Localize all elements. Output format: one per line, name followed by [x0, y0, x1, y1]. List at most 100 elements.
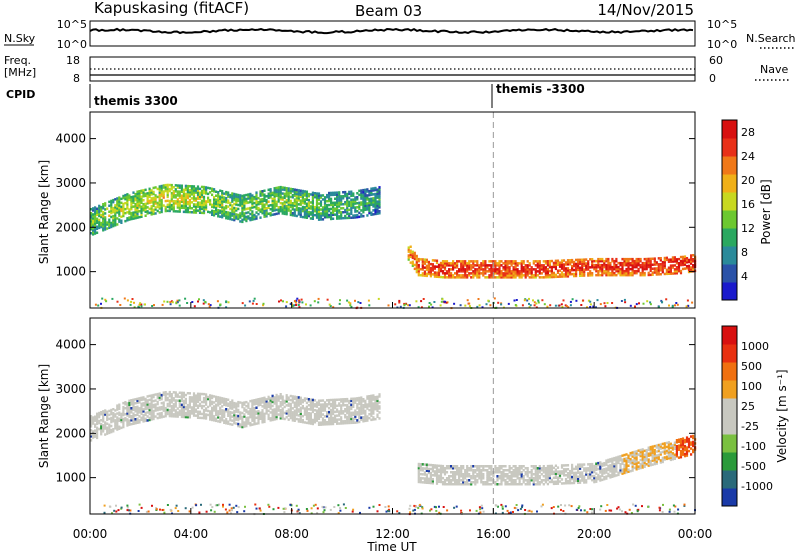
scatter-cell-band1 — [636, 450, 638, 453]
scatter-cell-band1 — [474, 465, 476, 468]
scatter-cell-band1 — [617, 262, 619, 265]
scatter-cell-band0 — [348, 400, 350, 403]
near-range-cell — [310, 304, 312, 306]
scatter-cell-band1 — [559, 273, 561, 276]
scatter-cell-band0 — [134, 203, 136, 206]
scatter-cell-band0 — [370, 395, 372, 398]
scatter-cell-band1 — [567, 464, 569, 467]
scatter-cell-band0 — [320, 194, 322, 197]
scatter-cell-band0 — [241, 402, 243, 405]
scatter-cell-band0 — [173, 413, 175, 416]
scatter-cell-band0 — [356, 196, 358, 199]
scatter-cell-band0 — [96, 427, 98, 430]
scatter-cell-band0 — [130, 399, 132, 402]
near-range-cell — [130, 304, 132, 306]
scatter-cell-band0 — [134, 193, 136, 196]
scatter-cell-band0 — [191, 406, 193, 409]
scatter-cell-band1 — [575, 472, 577, 475]
scatter-cell-band0 — [368, 409, 370, 412]
near-range-cell — [219, 304, 221, 306]
scatter-cell-band0 — [336, 191, 338, 194]
scatter-cell-band1 — [587, 463, 589, 466]
scatter-cell-band1 — [571, 464, 573, 467]
scatter-cell-band0 — [300, 407, 302, 410]
scatter-cell-band1 — [541, 276, 543, 279]
scatter-cell-band1 — [488, 471, 490, 474]
power-colorbar-label: Power [dB] — [759, 179, 773, 244]
scatter-cell-band0 — [330, 399, 332, 402]
scatter-cell-band1 — [573, 261, 575, 264]
scatter-cell-band1 — [533, 268, 535, 271]
scatter-cell-band0 — [138, 415, 140, 418]
scatter-cell-band0 — [358, 190, 360, 193]
scatter-cell-band1 — [430, 468, 432, 471]
scatter-cell-band0 — [322, 198, 324, 201]
scatter-cell-band1 — [640, 272, 642, 275]
scatter-cell-band1 — [496, 475, 498, 478]
scatter-cell-band0 — [314, 192, 316, 195]
scatter-cell-band0 — [247, 193, 249, 196]
scatter-cell-band0 — [114, 204, 116, 207]
scatter-cell-band1 — [561, 478, 563, 481]
scatter-cell-band1 — [656, 261, 658, 264]
scatter-cell-band1 — [410, 250, 412, 253]
scatter-cell-band1 — [559, 269, 561, 272]
scatter-cell-band1 — [502, 465, 504, 468]
scatter-cell-band1 — [569, 259, 571, 262]
scatter-cell-band1 — [523, 266, 525, 269]
scatter-cell-band1 — [587, 467, 589, 470]
scatter-cell-band0 — [215, 191, 217, 194]
scatter-cell-band1 — [424, 266, 426, 269]
scatter-cell-band0 — [356, 403, 358, 406]
scatter-cell-band1 — [559, 480, 561, 483]
near-range-cell — [228, 301, 230, 303]
scatter-cell-band0 — [259, 398, 261, 401]
scatter-cell-band0 — [211, 395, 213, 398]
near-range-cell — [638, 302, 640, 304]
scatter-cell-band0 — [189, 185, 191, 188]
scatter-cell-band1 — [529, 477, 531, 480]
scatter-cell-band0 — [130, 415, 132, 418]
scatter-cell-band1 — [511, 467, 513, 470]
scatter-cell-band1 — [446, 276, 448, 279]
scatter-cell-band0 — [314, 413, 316, 416]
scatter-cell-band1 — [551, 266, 553, 269]
scatter-cell-band1 — [462, 465, 464, 468]
scatter-cell-band0 — [308, 193, 310, 196]
nsearch-tick-top: 10^5 — [707, 18, 737, 31]
scatter-cell-band0 — [128, 216, 130, 219]
scatter-cell-band0 — [338, 215, 340, 218]
scatter-cell-band0 — [189, 392, 191, 395]
scatter-cell-band1 — [567, 267, 569, 270]
scatter-cell-band0 — [239, 220, 241, 223]
scatter-cell-band1 — [660, 273, 662, 276]
scatter-cell-band0 — [352, 418, 354, 421]
scatter-cell-band1 — [436, 464, 438, 467]
scatter-cell-band1 — [664, 257, 666, 260]
scatter-cell-band1 — [456, 260, 458, 263]
scatter-cell-band0 — [261, 190, 263, 193]
cpid-label: CPID — [6, 88, 35, 101]
scatter-cell-band0 — [112, 412, 114, 415]
scatter-cell-band0 — [227, 409, 229, 412]
scatter-cell-band0 — [181, 185, 183, 188]
scatter-cell-band1 — [636, 270, 638, 273]
y-tick-label: 3000 — [55, 176, 86, 190]
scatter-cell-band0 — [272, 405, 274, 408]
scatter-cell-band1 — [517, 268, 519, 271]
scatter-cell-band1 — [506, 260, 508, 263]
scatter-cell-band1 — [488, 260, 490, 263]
scatter-cell-band0 — [284, 406, 286, 409]
scatter-cell-band0 — [360, 416, 362, 419]
scatter-cell-band0 — [334, 202, 336, 205]
scatter-cell-band1 — [607, 465, 609, 468]
near-range-cell — [210, 304, 212, 306]
scatter-cell-band0 — [209, 199, 211, 202]
nave-label: Nave — [760, 63, 788, 76]
scatter-cell-band0 — [177, 393, 179, 396]
scatter-cell-band0 — [213, 188, 215, 191]
scatter-cell-band0 — [374, 193, 376, 196]
scatter-cell-band0 — [354, 214, 356, 217]
scatter-cell-band0 — [163, 184, 165, 187]
scatter-cell-band0 — [179, 396, 181, 399]
